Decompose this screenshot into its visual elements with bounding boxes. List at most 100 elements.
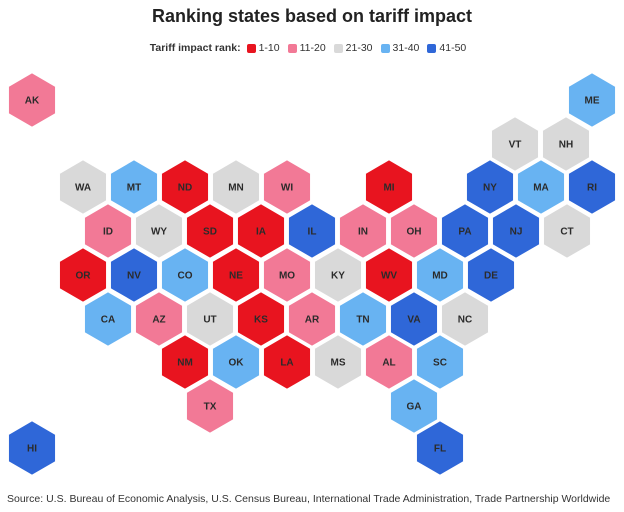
state-hex-shape: [364, 158, 414, 216]
state-hex-shape: [313, 333, 363, 391]
state-hex-ar: AR: [287, 290, 337, 348]
state-label: MI: [383, 183, 394, 194]
state-label: MS: [331, 358, 346, 369]
state-hex-shape: [262, 246, 312, 304]
state-label: WA: [75, 183, 91, 194]
state-hex-pa: PA: [440, 202, 490, 260]
legend-item-1-10: 1-10: [246, 42, 280, 54]
legend-label: 31-40: [392, 42, 420, 54]
state-hex-shape: [7, 419, 57, 477]
state-hex-wy: WY: [134, 202, 184, 260]
state-hex-shape: [338, 202, 388, 260]
state-hex-shape: [134, 290, 184, 348]
state-hex-shape: [109, 246, 159, 304]
state-label: KY: [331, 271, 345, 282]
state-label: MO: [279, 271, 295, 282]
state-hex-nc: NC: [440, 290, 490, 348]
state-hex-wa: WA: [58, 158, 108, 216]
state-hex-nh: NH: [541, 115, 591, 173]
state-hex-shape: [364, 333, 414, 391]
state-hex-az: AZ: [134, 290, 184, 348]
state-hex-shape: [567, 71, 617, 129]
state-hex-mt: MT: [109, 158, 159, 216]
state-hex-ct: CT: [542, 202, 592, 260]
state-hex-shape: [211, 333, 261, 391]
state-hex-shape: [185, 377, 235, 435]
state-hex-ks: KS: [236, 290, 286, 348]
state-label: WI: [281, 183, 293, 194]
state-label: CT: [560, 227, 573, 238]
legend-swatch: [246, 43, 256, 53]
legend-swatch: [333, 43, 343, 53]
state-label: UT: [203, 315, 216, 326]
state-label: NY: [483, 183, 497, 194]
state-hex-shape: [236, 290, 286, 348]
state-hex-ut: UT: [185, 290, 235, 348]
state-hex-shape: [567, 158, 617, 216]
state-label: CO: [178, 271, 193, 282]
state-hex-shape: [287, 202, 337, 260]
state-hex-shape: [389, 202, 439, 260]
state-hex-shape: [491, 202, 541, 260]
state-label: RI: [587, 183, 597, 194]
state-label: NE: [229, 271, 243, 282]
state-label: IN: [358, 227, 368, 238]
state-hex-mi: MI: [364, 158, 414, 216]
state-hex-shape: [364, 246, 414, 304]
state-hex-shape: [440, 290, 490, 348]
state-hex-mo: MO: [262, 246, 312, 304]
state-hex-shape: [542, 202, 592, 260]
state-hex-wi: WI: [262, 158, 312, 216]
state-hex-de: DE: [466, 246, 516, 304]
state-label: GA: [407, 402, 422, 413]
state-label: FL: [434, 444, 446, 455]
state-hex-shape: [313, 246, 363, 304]
state-label: LA: [280, 358, 293, 369]
state-label: NJ: [510, 227, 523, 238]
legend-swatch: [380, 43, 390, 53]
state-hex-sc: SC: [415, 333, 465, 391]
state-hex-shape: [262, 158, 312, 216]
state-hex-or: OR: [58, 246, 108, 304]
state-label: SD: [203, 227, 217, 238]
state-label: AR: [305, 315, 320, 326]
state-hex-shape: [185, 290, 235, 348]
state-label: NV: [127, 271, 141, 282]
state-hex-shape: [389, 377, 439, 435]
state-hex-ms: MS: [313, 333, 363, 391]
state-label: CA: [101, 315, 115, 326]
state-hex-shape: [338, 290, 388, 348]
legend-label: 41-50: [439, 42, 467, 54]
state-label: NC: [458, 315, 472, 326]
state-hex-ca: CA: [83, 290, 133, 348]
state-hex-shape: [58, 246, 108, 304]
state-hex-ga: GA: [389, 377, 439, 435]
state-hex-ny: NY: [465, 158, 515, 216]
state-label: NM: [177, 358, 193, 369]
state-label: WY: [151, 227, 167, 238]
legend-title: Tariff impact rank:: [149, 42, 241, 54]
state-label: TX: [204, 402, 217, 413]
state-hex-il: IL: [287, 202, 337, 260]
state-hex-shape: [262, 333, 312, 391]
state-hex-vt: VT: [490, 115, 540, 173]
state-label: OH: [407, 227, 422, 238]
state-label: MA: [533, 183, 549, 194]
state-hex-shape: [236, 202, 286, 260]
state-hex-in: IN: [338, 202, 388, 260]
state-hex-shape: [516, 158, 566, 216]
state-hex-nd: ND: [160, 158, 210, 216]
state-hex-shape: [415, 246, 465, 304]
state-label: AZ: [152, 315, 165, 326]
state-label: AL: [382, 358, 395, 369]
state-label: KS: [254, 315, 268, 326]
state-hex-shape: [415, 419, 465, 477]
state-hex-shape: [211, 158, 261, 216]
state-hex-shape: [83, 202, 133, 260]
state-label: VA: [407, 315, 420, 326]
state-hex-mn: MN: [211, 158, 261, 216]
state-hex-shape: [287, 290, 337, 348]
state-hex-shape: [7, 71, 57, 129]
state-label: IL: [308, 227, 317, 238]
